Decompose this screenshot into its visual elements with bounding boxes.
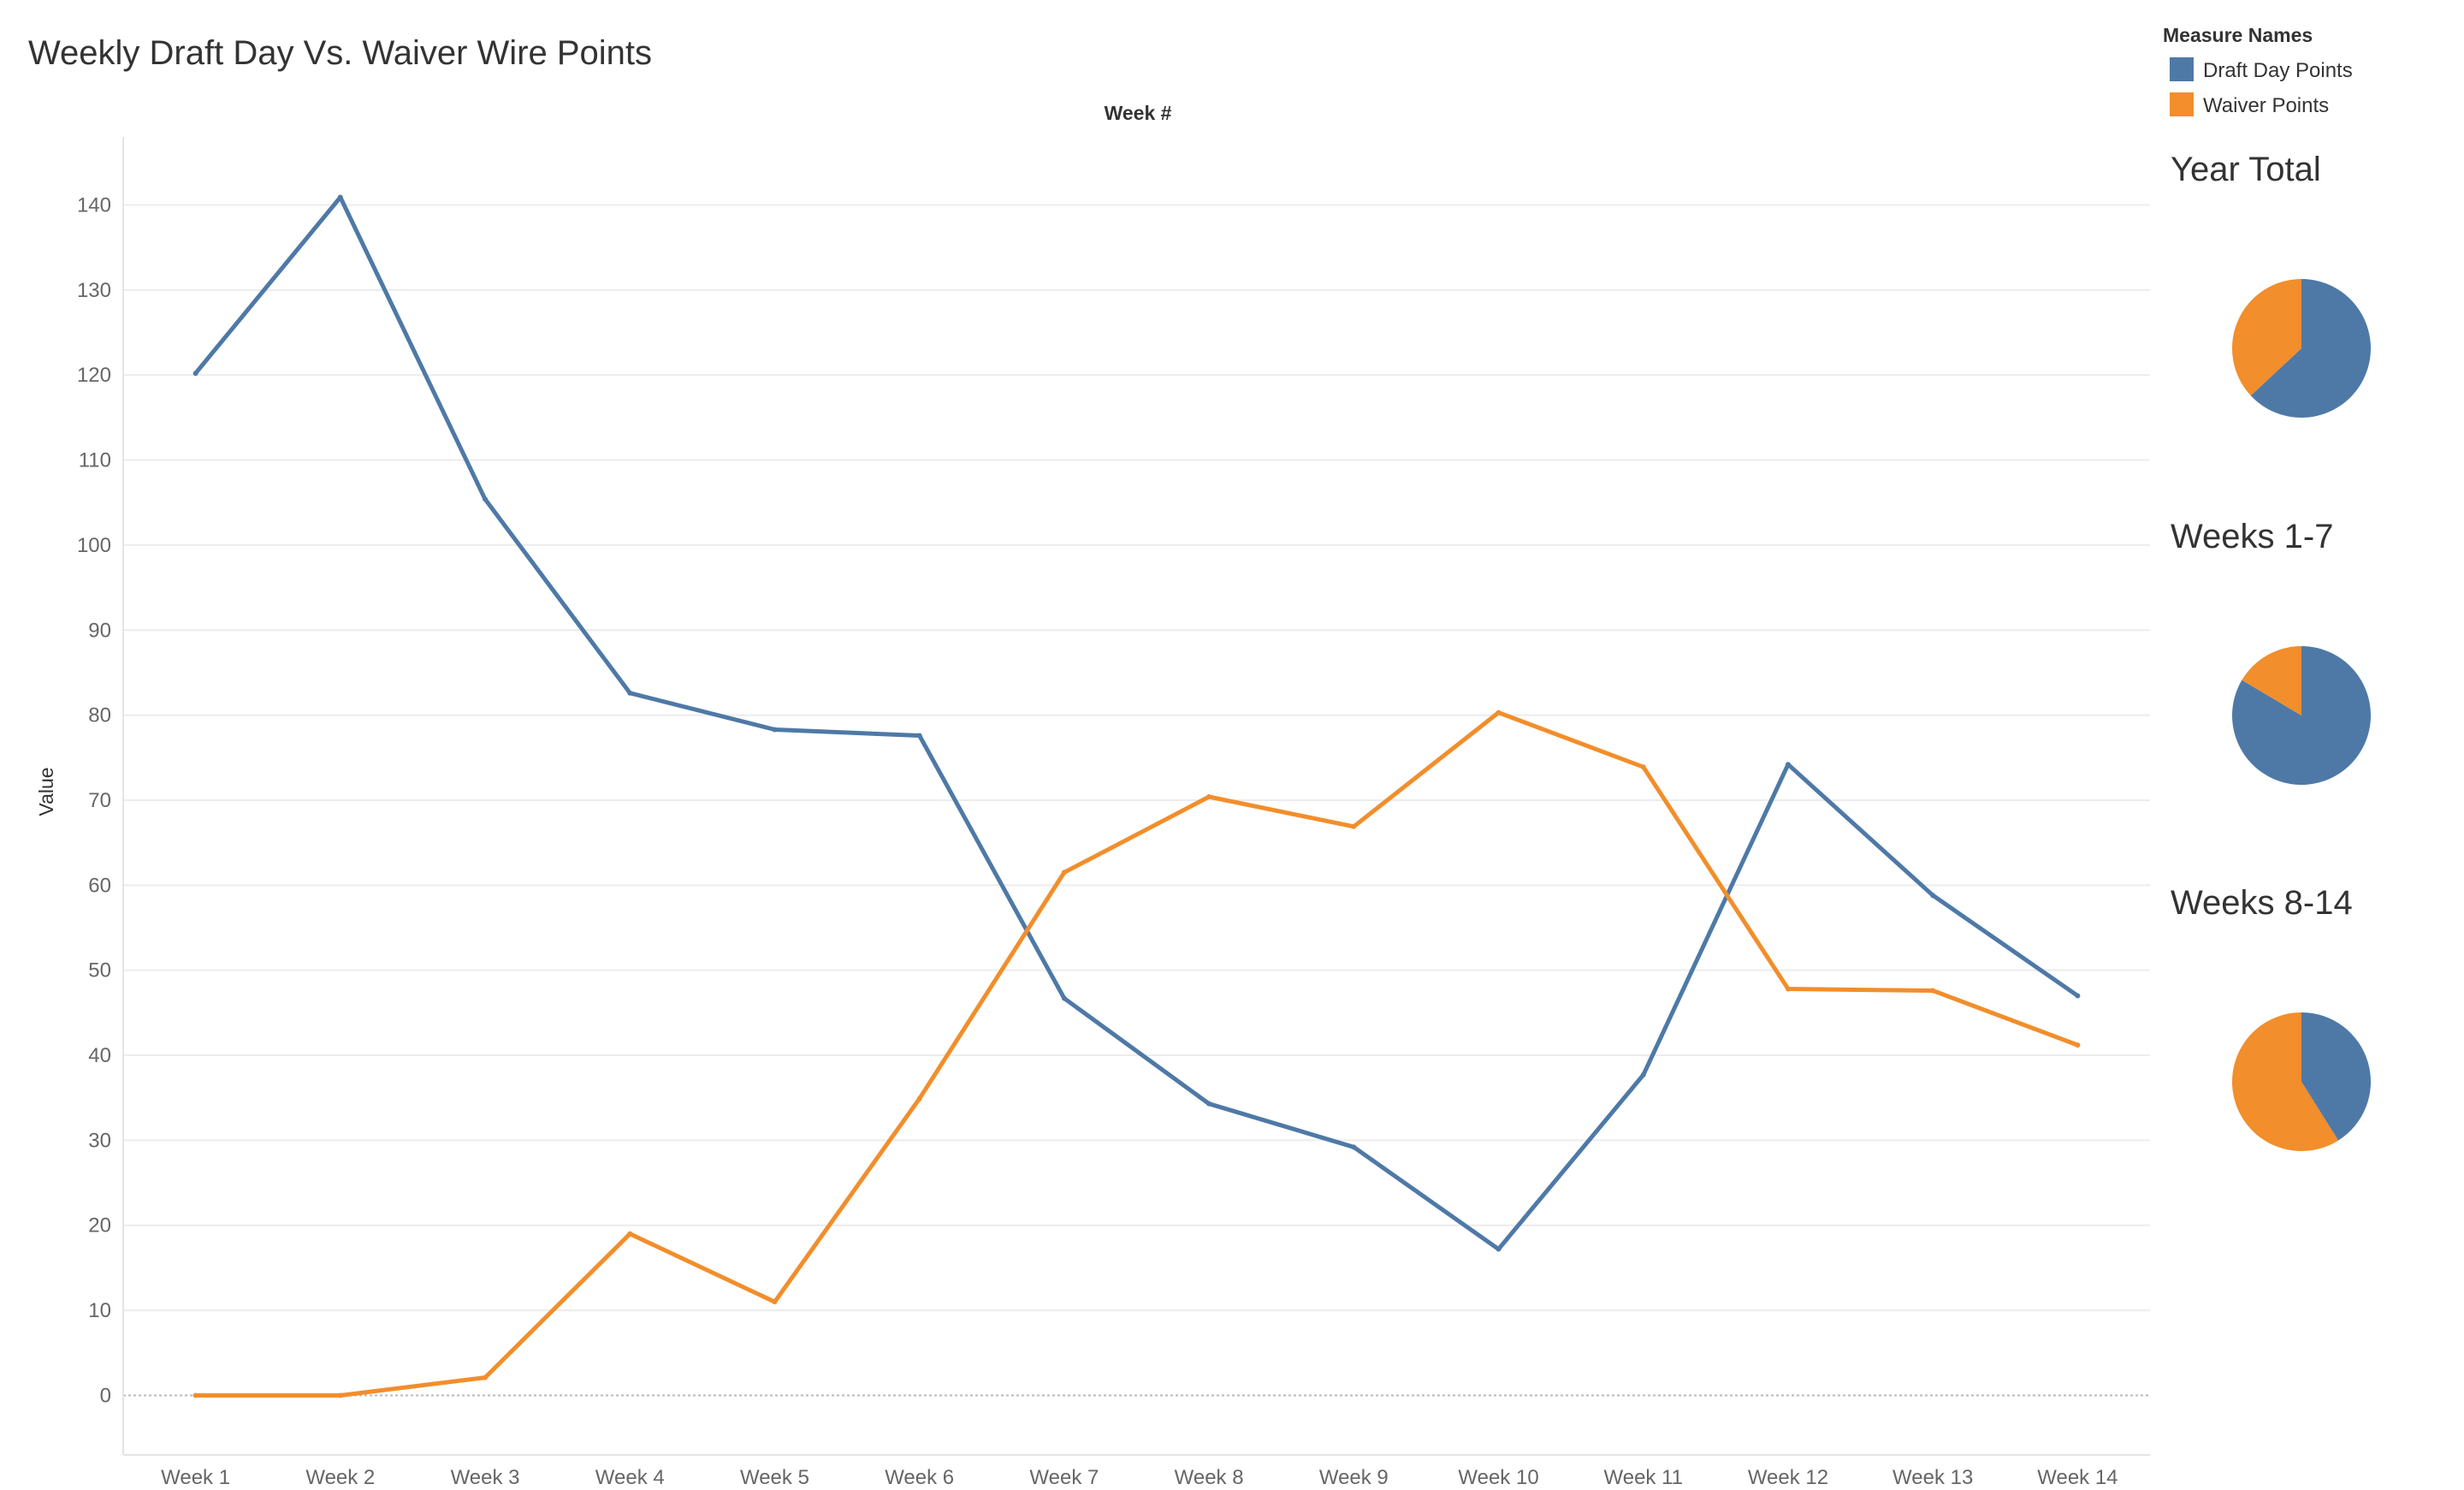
legend-title: Measure Names [2163,24,2313,46]
data-point[interactable] [772,727,778,733]
pie-weeks-8-14[interactable] [2232,1012,2372,1151]
x-tick-label: Week 11 [1604,1466,1684,1486]
legend: Measure Names Draft Day Points Waiver Po… [2163,24,2353,117]
data-point[interactable] [192,1392,198,1398]
data-point[interactable] [1061,995,1067,1001]
y-tick-label: 50 [88,959,111,982]
data-point[interactable] [1930,988,1936,994]
pie-slice-draft-day-points[interactable] [2250,279,2372,419]
x-tick-label: Week 14 [2037,1466,2118,1486]
legend-label-draft: Draft Day Points [2203,59,2353,82]
pie-slice-waiver-points[interactable] [2232,1012,2339,1151]
data-point[interactable] [1496,1246,1502,1252]
series-line-waiver-points[interactable] [193,710,2080,1398]
data-point[interactable] [1640,764,1646,770]
dashboard-title: Weekly Draft Day Vs. Waiver Wire Points [28,34,652,72]
y-tick-label: 110 [79,449,111,472]
x-tick-label: Week 2 [305,1466,375,1486]
data-point[interactable] [1061,870,1067,876]
pie-title-weeks-8-14: Weeks 8-14 [2171,884,2353,922]
y-tick-label: 40 [88,1044,111,1067]
data-point[interactable] [192,371,198,377]
data-point[interactable] [1640,1071,1646,1077]
legend-swatch-draft [2170,57,2194,81]
data-point[interactable] [1206,1101,1212,1107]
line-series [192,194,2081,1398]
data-point[interactable] [1206,793,1212,799]
x-tick-label: Week 1 [161,1466,230,1486]
y-tick-label: 100 [77,534,111,557]
y-axis-ticks: 0 10 20 30 40 50 60 70 80 90 100 110 120 130 140 [77,193,111,1407]
legend-item-draft-day-points[interactable]: Draft Day Points [2170,57,2353,82]
x-tick-label: Week 4 [595,1466,665,1486]
column-header: Week # [1105,102,1172,124]
x-tick-label: Week 5 [740,1466,809,1486]
legend-item-waiver-points[interactable]: Waiver Points [2170,92,2329,117]
data-point[interactable] [1785,986,1791,992]
data-point[interactable] [627,690,633,696]
y-tick-label: 140 [77,193,111,217]
x-axis-ticks: Week 1 Week 2 Week 3 Week 4 Week 5 Week 6 Week… [161,1466,2118,1489]
pie-title-year-total: Year Total [2171,151,2321,188]
data-point[interactable] [483,496,489,502]
data-point[interactable] [627,1231,633,1237]
pie-title-weeks-1-7: Weeks 1-7 [2171,518,2333,555]
pie-year-total[interactable] [2232,279,2372,419]
y-tick-label: 10 [88,1299,111,1322]
x-tick-label: Week 6 [885,1466,954,1486]
x-tick-label: Week 8 [1175,1466,1244,1486]
x-tick-label: Week 7 [1029,1466,1099,1486]
data-point[interactable] [1930,893,1936,899]
series-line-draft-day-points[interactable] [193,195,2080,1252]
y-tick-label: 130 [77,279,111,302]
x-tick-label: Week 10 [1458,1466,1538,1486]
data-point[interactable] [772,1299,778,1305]
y-tick-label: 20 [88,1214,111,1238]
x-tick-label: Week 13 [1892,1466,1973,1486]
pie-slice-waiver-points[interactable] [2242,646,2301,715]
data-point[interactable] [2075,993,2081,999]
legend-swatch-waiver [2170,92,2194,116]
y-axis-title: Value [35,767,57,816]
data-point[interactable] [1785,762,1791,768]
legend-label-waiver: Waiver Points [2203,94,2329,117]
data-point[interactable] [337,1392,343,1398]
x-tick-label: Week 3 [451,1466,520,1486]
data-point[interactable] [2075,1042,2081,1048]
pie-slice-draft-day-points[interactable] [2232,646,2372,785]
pie-slice-waiver-points[interactable] [2232,279,2301,396]
x-tick-label: Week 9 [1319,1466,1389,1486]
data-point[interactable] [916,1095,922,1101]
grid-lines [123,204,2150,1397]
pie-weeks-1-7[interactable] [2232,646,2372,785]
data-point[interactable] [916,733,922,739]
y-tick-label: 0 [100,1384,111,1407]
data-point[interactable] [1351,1144,1357,1150]
y-tick-label: 90 [88,619,111,642]
y-tick-label: 70 [88,789,111,812]
x-tick-label: Week 12 [1748,1466,1828,1486]
data-point[interactable] [1496,709,1502,715]
y-tick-label: 30 [88,1129,111,1152]
data-point[interactable] [483,1374,489,1380]
y-tick-label: 120 [77,364,111,387]
y-tick-label: 60 [88,874,111,897]
data-point[interactable] [1351,823,1357,829]
y-tick-label: 80 [88,704,111,727]
pie-slice-draft-day-points[interactable] [2301,1012,2372,1141]
data-point[interactable] [337,194,343,200]
